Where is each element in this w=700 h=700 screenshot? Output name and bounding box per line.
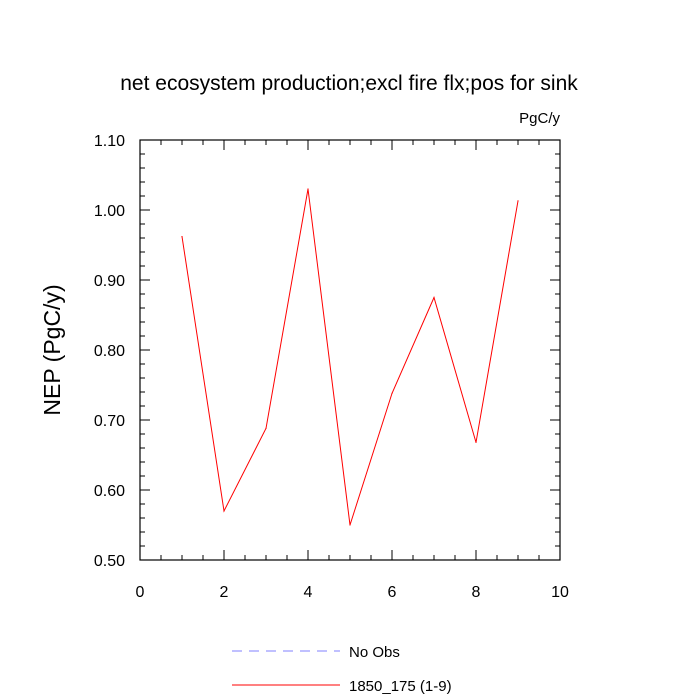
x-tick-label: 2	[220, 584, 229, 601]
y-tick-label: 1.10	[94, 133, 125, 150]
data-point	[265, 427, 267, 429]
legend: No Obs 1850_175 (1-9)	[232, 644, 452, 695]
data-point	[307, 188, 309, 190]
chart-title: net ecosystem production;excl fire flx;p…	[120, 72, 578, 95]
data-point	[223, 510, 225, 512]
data-point	[433, 296, 435, 299]
y-tick-label: 0.60	[94, 483, 125, 500]
x-tick-label: 4	[304, 584, 313, 601]
data-point	[475, 441, 477, 443]
plot-frame	[139, 139, 561, 561]
series-layer	[181, 188, 519, 526]
y-tick-label: 1.00	[94, 203, 125, 220]
y-axis-label: NEP (PgC/y)	[39, 284, 65, 415]
x-tick-label: 0	[136, 584, 145, 601]
y-tick-label: 0.70	[94, 413, 125, 430]
y-tick-label: 0.80	[94, 343, 125, 360]
data-point	[391, 392, 393, 394]
legend-label: No Obs	[349, 644, 400, 661]
data-point	[517, 200, 519, 202]
legend-label: 1850_175 (1-9)	[349, 678, 452, 695]
units-label: PgC/y	[519, 110, 560, 127]
series-line	[181, 188, 519, 526]
data-point	[181, 236, 183, 238]
x-tick-label: 6	[388, 584, 397, 601]
x-tick-label: 8	[472, 584, 481, 601]
x-tick-label: 10	[551, 584, 569, 601]
data-point	[349, 524, 351, 526]
axis-ticks: 0 2 4 6 8 10 0.50 0.60 0.70 0.80 0.90 1.00 1.10	[94, 133, 569, 601]
y-tick-label: 0.90	[94, 273, 125, 290]
y-tick-label: 0.50	[94, 553, 125, 570]
